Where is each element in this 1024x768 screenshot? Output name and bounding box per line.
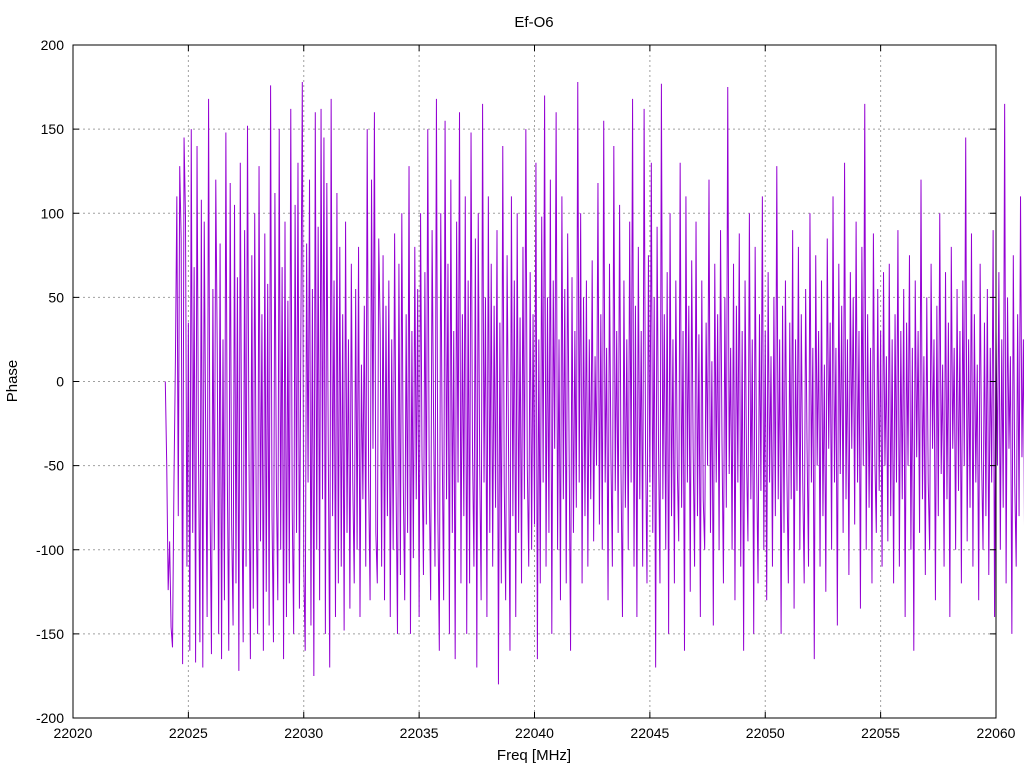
y-tick-label: 50 bbox=[48, 289, 64, 305]
x-tick-label: 22020 bbox=[54, 725, 93, 741]
axis-ticks: -200 -150 -100 -50 0 50 100 150 200 22020 22025 220… bbox=[36, 37, 1016, 741]
x-tick-label: 22025 bbox=[169, 725, 208, 741]
data-series bbox=[164, 82, 1024, 685]
y-tick-label: 200 bbox=[41, 37, 65, 53]
x-tick-label: 22030 bbox=[284, 725, 323, 741]
y-tick-label: 100 bbox=[41, 205, 65, 221]
x-tick-label: 22035 bbox=[400, 725, 439, 741]
y-tick-label: -100 bbox=[36, 542, 64, 558]
y-axis-label: Phase bbox=[4, 360, 21, 403]
x-tick-label: 22040 bbox=[515, 725, 554, 741]
y-tick-label: 150 bbox=[41, 121, 65, 137]
x-tick-label: 22045 bbox=[630, 725, 669, 741]
x-tick-label: 22060 bbox=[977, 725, 1016, 741]
y-tick-label: -50 bbox=[44, 458, 64, 474]
y-tick-label: 0 bbox=[56, 374, 64, 390]
x-tick-label: 22050 bbox=[746, 725, 785, 741]
y-tick-label: -150 bbox=[36, 626, 64, 642]
y-tick-label: -200 bbox=[36, 710, 64, 726]
chart-title: Ef-O6 bbox=[514, 14, 553, 31]
series-line-0 bbox=[164, 82, 1024, 685]
x-tick-label: 22055 bbox=[861, 725, 900, 741]
x-axis-label: Freq [MHz] bbox=[497, 747, 571, 764]
